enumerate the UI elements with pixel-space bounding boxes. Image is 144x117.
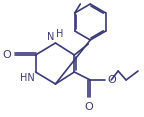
Text: O: O: [84, 102, 93, 112]
Text: H: H: [56, 29, 64, 40]
Text: O: O: [108, 75, 116, 85]
Text: O: O: [2, 50, 11, 60]
Text: N: N: [47, 32, 55, 42]
Text: HN: HN: [20, 73, 35, 83]
